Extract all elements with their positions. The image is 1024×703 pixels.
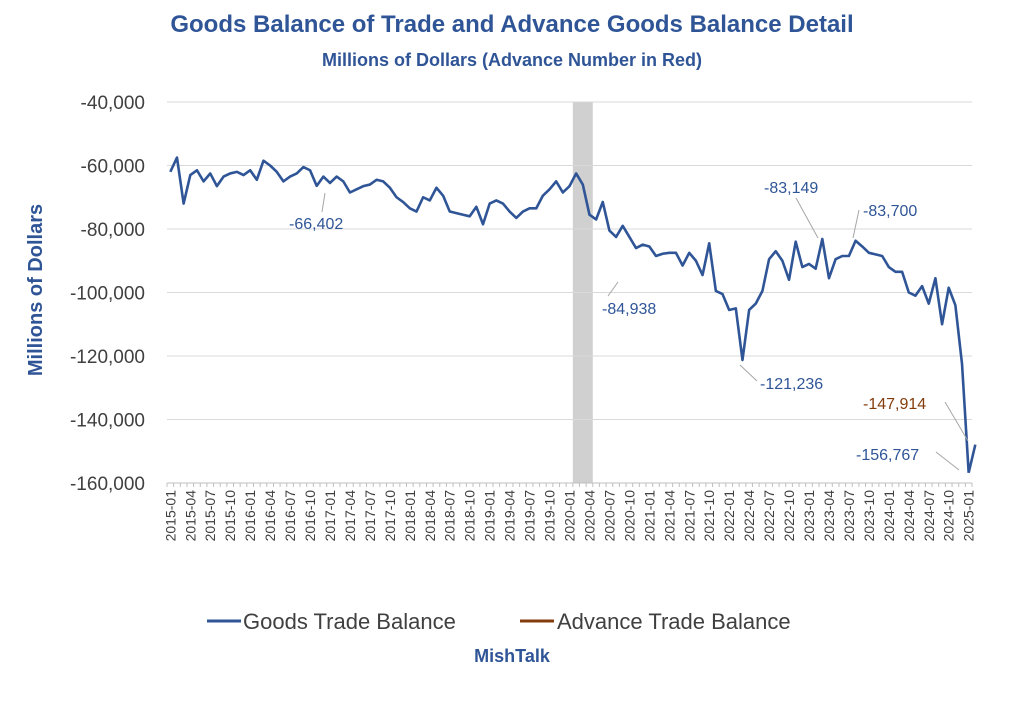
x-tick-label: 2022-04	[741, 490, 757, 542]
annotations: -66,402 -84,938 -121,236 -83,149 -83,700 -147…	[289, 180, 969, 471]
x-tick-label: 2015-10	[222, 490, 238, 542]
x-tick-label: 2021-04	[661, 490, 677, 542]
x-tick-label: 2016-04	[262, 490, 278, 542]
annotation-leader	[321, 192, 326, 213]
x-tick-label: 2024-10	[941, 490, 957, 542]
x-tick-label: 2020-07	[601, 490, 617, 542]
annotation-leader	[935, 451, 960, 471]
y-tick-label: -80,000	[81, 220, 145, 241]
x-tick-label: 2016-01	[242, 490, 258, 542]
x-tick-label: 2018-10	[462, 490, 478, 542]
y-tick-label: -100,000	[70, 284, 145, 305]
legend-label-advance: Advance Trade Balance	[557, 609, 791, 634]
x-tick-label: 2023-10	[861, 490, 877, 542]
x-tick-label: 2018-04	[422, 490, 438, 542]
x-tick-label: 2017-07	[362, 490, 378, 542]
x-tick-label: 2016-10	[302, 490, 318, 542]
annotation-label: -84,938	[602, 301, 656, 318]
annotation-label: -83,700	[863, 203, 917, 220]
annotation-label: -121,236	[760, 376, 823, 393]
y-tick-label: -140,000	[70, 411, 145, 432]
x-tick-label: 2023-04	[821, 490, 837, 542]
series-line-advance-trade-balance	[967, 444, 977, 474]
x-tick-label: 2017-10	[382, 490, 398, 542]
x-tick-label: 2021-10	[701, 490, 717, 542]
legend: Goods Trade Balance Advance Trade Balanc…	[207, 609, 791, 634]
annotation-leader	[795, 197, 819, 239]
x-tick-label: 2019-01	[482, 490, 498, 542]
annotation-leader	[607, 281, 619, 297]
x-tick-label: 2015-01	[162, 490, 178, 542]
y-tick-label: -160,000	[70, 474, 145, 495]
annotation-leader	[739, 364, 758, 382]
annotation-leader	[852, 209, 860, 239]
source-label: MishTalk	[474, 646, 551, 666]
x-tick-label: 2025-01	[961, 490, 977, 542]
x-tick-label: 2023-07	[841, 490, 857, 542]
x-tick-label: 2024-07	[921, 490, 937, 542]
x-tick-label: 2022-07	[761, 490, 777, 542]
x-tick-label: 2015-04	[182, 490, 198, 542]
y-tick-label: -60,000	[81, 157, 145, 178]
annotation-label: -147,914	[863, 396, 926, 413]
legend-label-goods: Goods Trade Balance	[243, 609, 456, 634]
y-tick-label: -40,000	[81, 93, 145, 114]
chart-subtitle: Millions of Dollars (Advance Number in R…	[322, 50, 702, 70]
x-tick-label: 2018-07	[442, 490, 458, 542]
x-tick-label: 2018-01	[402, 490, 418, 542]
annotation-label: -83,149	[764, 180, 818, 197]
x-tick-label: 2024-01	[881, 490, 897, 542]
x-tick-label: 2020-01	[562, 490, 578, 542]
y-axis-label: Millions of Dollars	[25, 204, 47, 376]
x-tick-label: 2019-07	[522, 490, 538, 542]
x-tick-label: 2021-07	[681, 490, 697, 542]
x-tick-label: 2016-07	[282, 490, 298, 542]
chart-title: Goods Balance of Trade and Advance Goods…	[170, 11, 853, 38]
x-tick-label: 2020-10	[621, 490, 637, 542]
y-tick-labels: -40,000 -60,000 -80,000 -100,000 -120,000 -14…	[70, 93, 145, 495]
x-tick-label: 2022-10	[781, 490, 797, 542]
x-tick-label: 2017-01	[322, 490, 338, 542]
series-line-goods-trade-balance	[169, 156, 970, 473]
x-tick-label: 2023-01	[801, 490, 817, 542]
x-tick-label: 2021-01	[641, 490, 657, 542]
annotation-label: -156,767	[856, 447, 919, 464]
x-tick-label: 2019-04	[502, 490, 518, 542]
y-tick-label: -120,000	[70, 347, 145, 368]
x-tick-label: 2020-04	[581, 490, 597, 542]
x-tick-labels: 2015-01 2015-04 2015-07 2015-10 2016-01 2016-…	[162, 490, 976, 542]
series-lines	[169, 156, 977, 474]
grid-lines	[166, 101, 973, 487]
annotation-label: -66,402	[289, 216, 343, 233]
x-tick-label: 2015-07	[202, 490, 218, 542]
x-tick-label: 2017-04	[342, 490, 358, 542]
x-tick-label: 2019-10	[542, 490, 558, 542]
annotation-leader	[944, 401, 969, 442]
x-tick-label: 2022-01	[721, 490, 737, 542]
x-tick-label: 2024-04	[901, 490, 917, 542]
